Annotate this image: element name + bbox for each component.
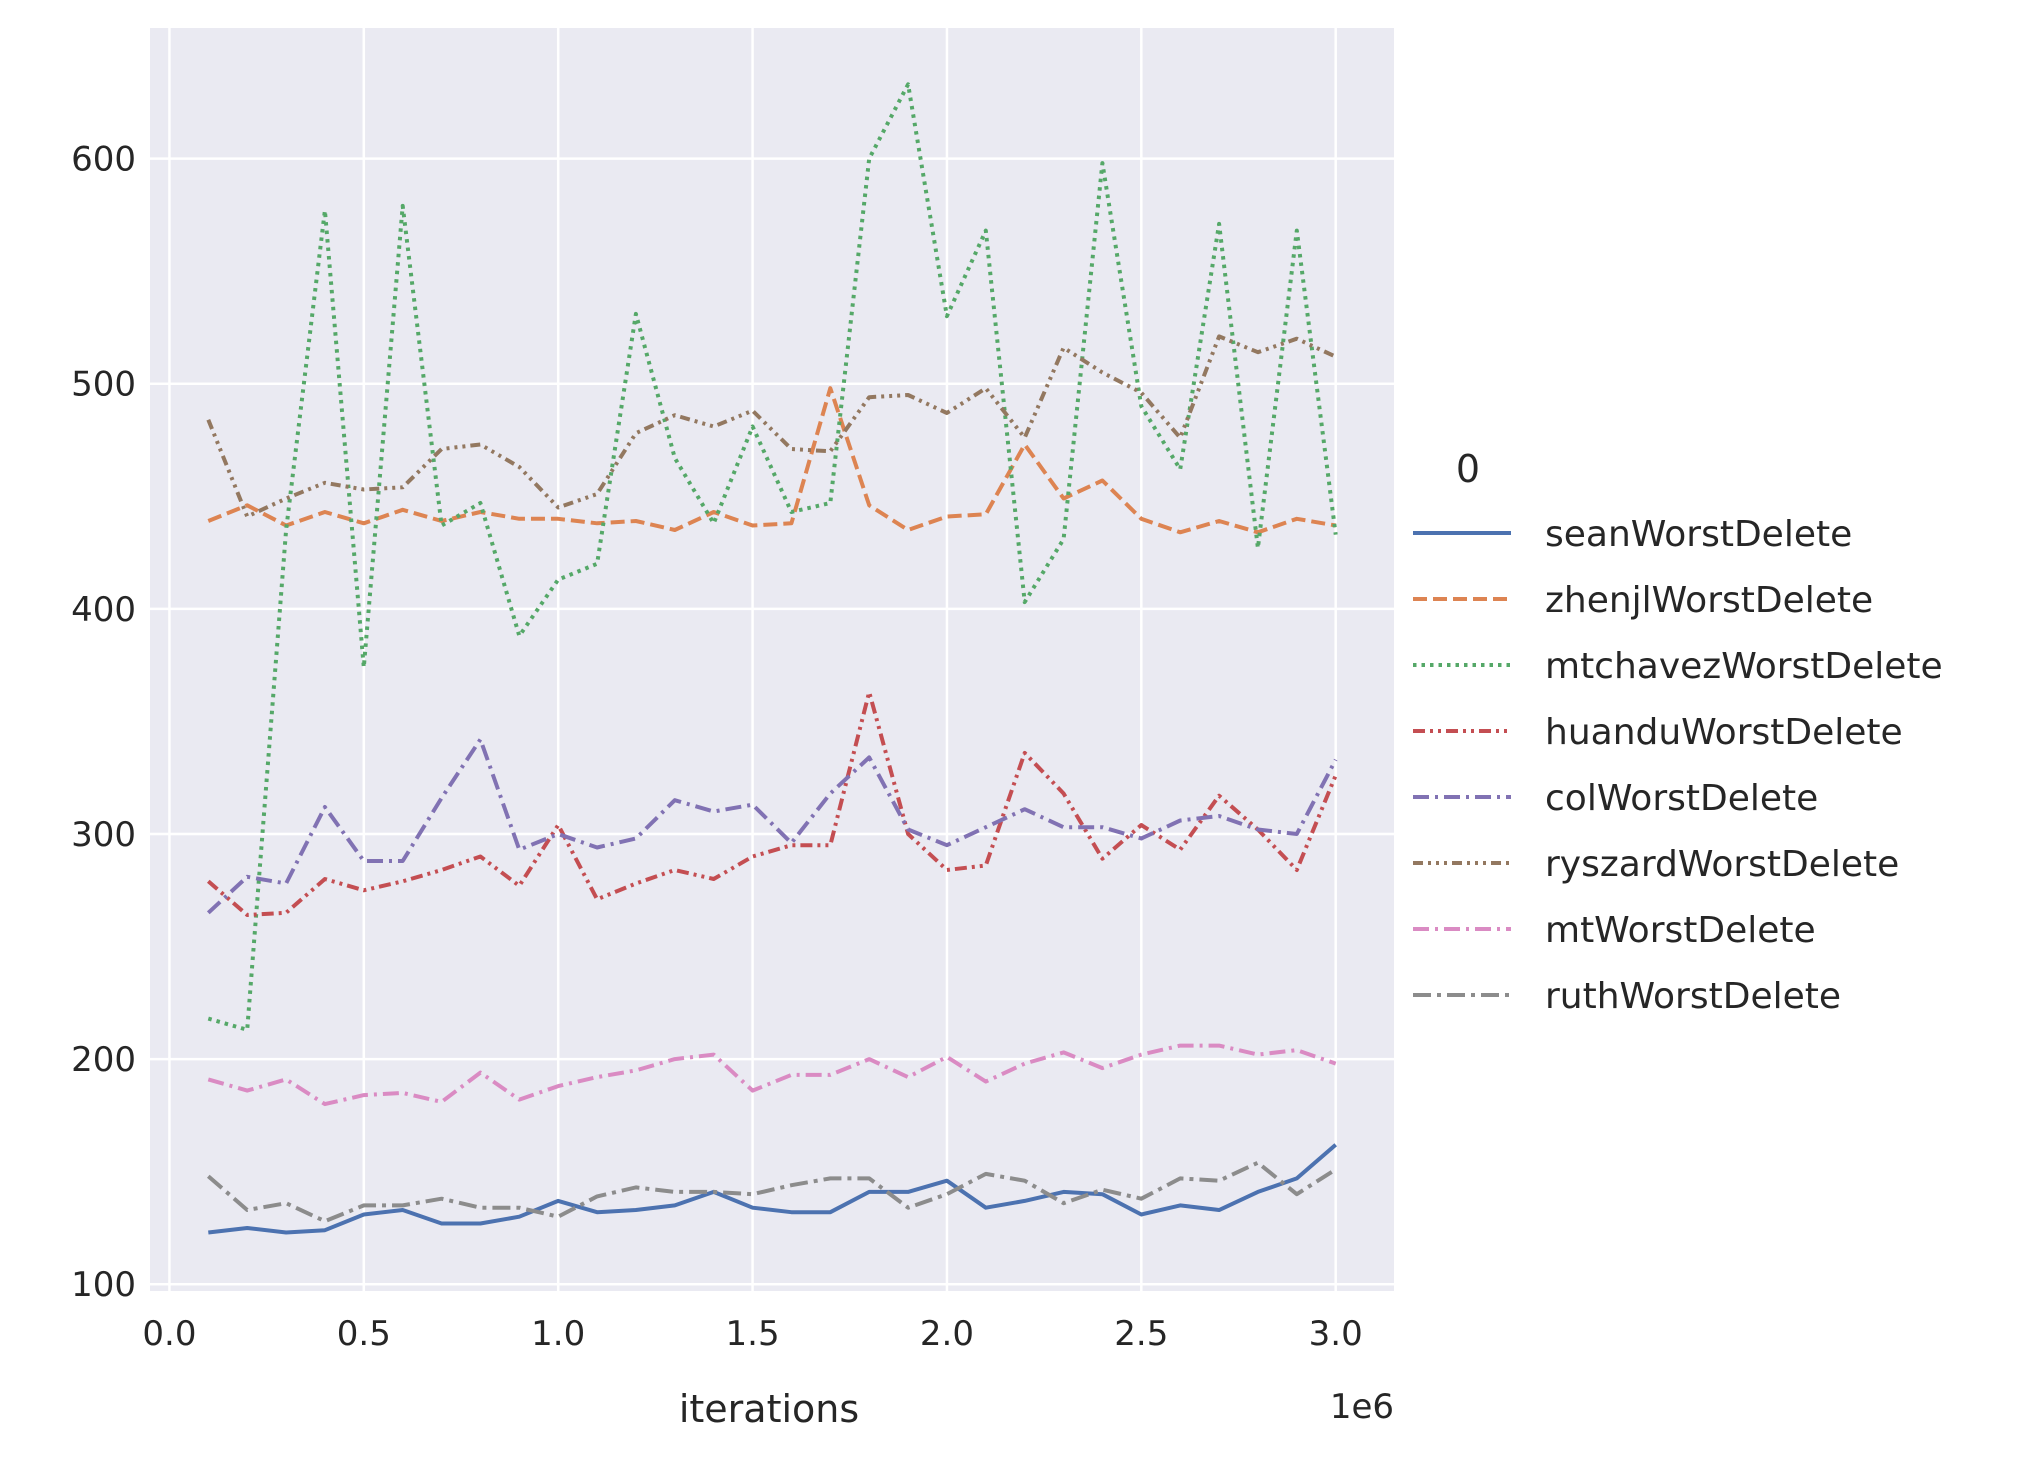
grid-lines — [150, 28, 1394, 1291]
legend-title: 0 — [1456, 447, 1480, 491]
series-line-seanWorstDelete — [208, 1143, 1338, 1235]
legend: 0 seanWorstDelete zhenjlWorstDelete mtchav… — [1413, 447, 1943, 1017]
y-tick-label: 200 — [71, 1040, 136, 1080]
legend-entry-label: colWorstDelete — [1545, 778, 1818, 819]
series-line-colWorstDelete — [206, 737, 1338, 915]
series-line-ryszardWorstDelete — [206, 334, 1337, 519]
series-lines — [206, 82, 1338, 1235]
y-tick-label: 600 — [71, 140, 136, 180]
series-line-zhenjlWorstDelete — [207, 386, 1337, 535]
legend-entry-label: ryszardWorstDelete — [1545, 844, 1899, 885]
y-tick-label: 500 — [71, 365, 136, 405]
legend-entry-label: mtchavezWorstDelete — [1545, 646, 1943, 687]
x-axis-label: iterations — [679, 1387, 859, 1431]
x-tick-label: 0.0 — [142, 1314, 196, 1354]
y-tick-label: 100 — [71, 1265, 136, 1305]
x-tick-label: 3.0 — [1309, 1314, 1363, 1354]
plot-background — [150, 28, 1394, 1291]
x-tick-label: 2.5 — [1114, 1314, 1168, 1354]
x-tick-label: 1.5 — [726, 1314, 780, 1354]
y-tick-label: 400 — [71, 590, 136, 630]
legend-entry-label: mtWorstDelete — [1545, 910, 1816, 951]
y-tick-label: 300 — [71, 815, 136, 855]
legend-entry-label: seanWorstDelete — [1545, 514, 1852, 555]
legend-entry-label: zhenjlWorstDelete — [1545, 580, 1873, 621]
x-tick-label: 2.0 — [920, 1314, 974, 1354]
x-tick-label: 1.0 — [531, 1314, 585, 1354]
y-axis-ticks: 100 200 300 400 500 600 — [71, 140, 136, 1306]
legend-entry-label: huanduWorstDelete — [1545, 712, 1903, 753]
x-tick-label: 0.5 — [337, 1314, 391, 1354]
series-line-ruthWorstDelete — [206, 1160, 1337, 1224]
series-line-mtWorstDelete — [207, 1043, 1337, 1107]
legend-entry-label: ruthWorstDelete — [1545, 976, 1841, 1017]
series-line-huanduWorstDelete — [206, 690, 1338, 917]
x-axis-ticks: 0.0 0.5 1.0 1.5 2.0 2.5 3.0 — [142, 1314, 1362, 1354]
x-axis-offset-text: 1e6 — [1330, 1387, 1394, 1427]
